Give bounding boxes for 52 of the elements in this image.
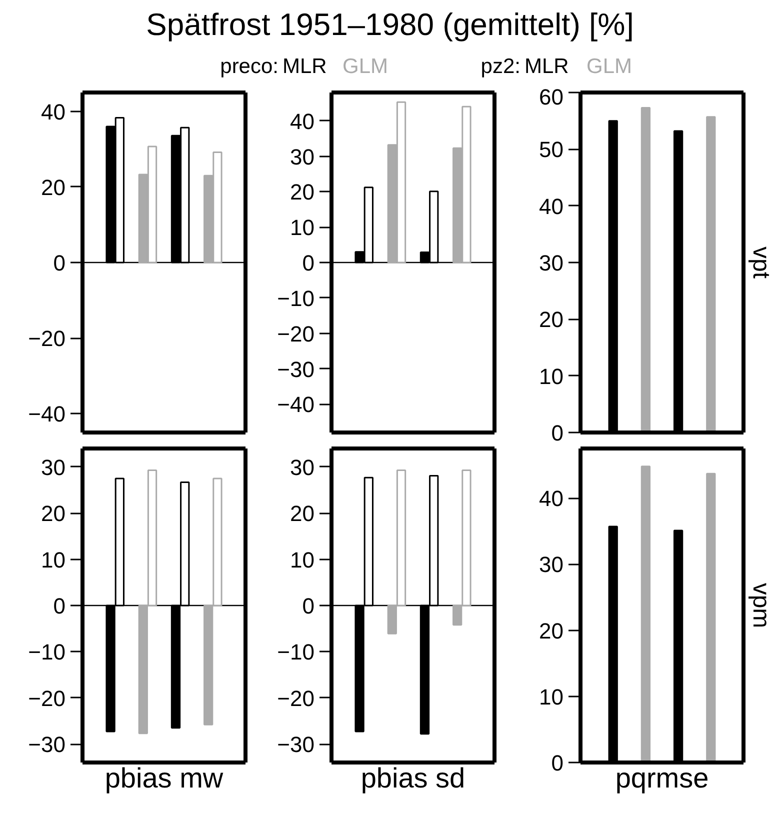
- text: GLM: [586, 55, 632, 78]
- y-tick-label: −40: [277, 392, 315, 418]
- y-tick-label: 0: [551, 750, 564, 776]
- text: MLR: [524, 55, 569, 78]
- y-tick-label: 40: [539, 194, 564, 219]
- y-tick-label: 10: [290, 215, 315, 240]
- y-tick-label: 40: [539, 486, 564, 512]
- y-tick-label: −30: [277, 732, 315, 758]
- x-axis-title: pbias sd: [360, 762, 466, 794]
- y-tick-label: 20: [41, 174, 66, 200]
- y-tick-label: 30: [290, 144, 315, 170]
- x-axis-title: pqrmse: [615, 762, 709, 794]
- y-tick-label: 30: [539, 250, 564, 276]
- y-tick-label: 0: [53, 250, 66, 276]
- text: pz2:: [480, 55, 521, 78]
- y-tick-label: −20: [28, 326, 66, 352]
- y-tick-label: −30: [28, 732, 66, 758]
- y-tick-label: 0: [551, 420, 564, 446]
- y-tick-label: 40: [290, 108, 315, 134]
- y-tick-label: −20: [277, 321, 315, 346]
- y-tick-label: 30: [290, 454, 315, 480]
- y-tick-label: 20: [290, 501, 315, 526]
- y-tick-label: −10: [277, 640, 315, 665]
- y2-axis-title: vpt: [748, 246, 774, 279]
- y-tick-label: 10: [539, 364, 564, 389]
- y-tick-label: 10: [539, 684, 564, 710]
- y-tick-label: −40: [28, 402, 66, 427]
- y-tick-label: −20: [28, 686, 66, 711]
- y-tick-label: 20: [41, 501, 66, 526]
- y-tick-label: −30: [277, 356, 315, 382]
- y-tick-label: −10: [277, 286, 315, 311]
- y-tick-label: −10: [28, 640, 66, 665]
- y-tick-label: 30: [41, 454, 66, 480]
- y-tick-label: 20: [539, 307, 564, 332]
- y-tick-label: 0: [302, 594, 315, 618]
- text: preco:: [220, 55, 279, 78]
- text: MLR: [282, 55, 327, 78]
- y-tick-label: 20: [290, 180, 315, 205]
- y-tick-label: 30: [539, 552, 564, 578]
- y-tick-label: 40: [41, 99, 66, 124]
- y-tick-label: 20: [539, 618, 564, 644]
- text: Spätfrost 1951–1980 (gemittelt) [%]: [146, 7, 634, 42]
- y-tick-label: 0: [302, 250, 315, 276]
- y-tick-label: 60: [539, 84, 564, 110]
- x-axis-title: pbias mw: [104, 762, 224, 794]
- y-tick-label: 0: [53, 594, 66, 618]
- y2-axis-title: vpm: [748, 582, 774, 628]
- text: GLM: [342, 55, 388, 78]
- y-tick-label: 10: [41, 547, 66, 572]
- y-tick-label: 50: [539, 137, 564, 162]
- y-tick-label: 10: [290, 547, 315, 572]
- y-tick-label: −20: [277, 686, 315, 711]
